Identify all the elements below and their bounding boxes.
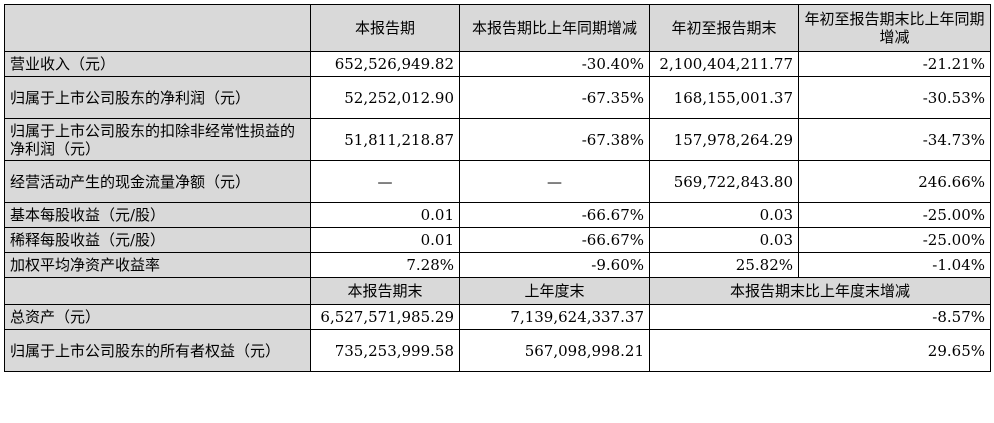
table-cell: 25.82% [649, 252, 799, 278]
table-cell: 6,527,571,985.29 [310, 304, 460, 330]
row-label: 基本每股收益（元/股） [4, 202, 311, 228]
table-cell: 567,098,998.21 [459, 329, 650, 372]
table-cell: 2,100,404,211.77 [649, 51, 799, 77]
table-cell: -25.00% [798, 227, 991, 253]
table-cell: 246.66% [798, 160, 991, 203]
table-cell: 7.28% [310, 252, 460, 278]
table-cell: -1.04% [798, 252, 991, 278]
table-cell: 0.03 [649, 227, 799, 253]
table-cell: — [310, 160, 460, 203]
header-cell-ytd: 年初至报告期末 [649, 4, 799, 52]
row-label: 归属于上市公司股东的净利润（元） [4, 76, 311, 119]
table-row: 归属于上市公司股东的扣除非经常性损益的净利润（元） 51,811,218.87 … [4, 118, 991, 161]
table-cell: 157,978,264.29 [649, 118, 799, 161]
row-label: 经营活动产生的现金流量净额（元） [4, 160, 311, 203]
row-label: 总资产（元） [4, 304, 311, 330]
header-cell-blank [4, 4, 311, 52]
header-cell-prior-year-end: 上年度末 [459, 277, 650, 305]
table-row: 营业收入（元） 652,526,949.82 -30.40% 2,100,404… [4, 51, 991, 77]
row-label: 加权平均净资产收益率 [4, 252, 311, 278]
table-row: 归属于上市公司股东的净利润（元） 52,252,012.90 -67.35% 1… [4, 76, 991, 119]
table-row: 加权平均净资产收益率 7.28% -9.60% 25.82% -1.04% [4, 252, 991, 278]
header-cell-ytd-yoy-change: 年初至报告期末比上年同期增减 [798, 4, 991, 52]
table-cell: -8.57% [649, 304, 991, 330]
header-cell-current-period: 本报告期 [310, 4, 460, 52]
row-label: 归属于上市公司股东的扣除非经常性损益的净利润（元） [4, 118, 311, 161]
header-cell-period-end: 本报告期末 [310, 277, 460, 305]
table-cell: 52,252,012.90 [310, 76, 460, 119]
table-cell: 0.03 [649, 202, 799, 228]
row-label: 营业收入（元） [4, 51, 311, 77]
table-cell: -21.21% [798, 51, 991, 77]
table-cell: 735,253,999.58 [310, 329, 460, 372]
table-cell: 7,139,624,337.37 [459, 304, 650, 330]
table-cell: -9.60% [459, 252, 650, 278]
table-cell: 168,155,001.37 [649, 76, 799, 119]
table-row: 归属于上市公司股东的所有者权益（元） 735,253,999.58 567,09… [4, 329, 991, 372]
table-cell: 652,526,949.82 [310, 51, 460, 77]
table-cell: 569,722,843.80 [649, 160, 799, 203]
table-cell: 0.01 [310, 227, 460, 253]
table-row: 稀释每股收益（元/股） 0.01 -66.67% 0.03 -25.00% [4, 227, 991, 253]
header-cell-change-vs-prior-year-end: 本报告期末比上年度末增减 [649, 277, 991, 305]
table-cell: -66.67% [459, 227, 650, 253]
table-cell: -67.35% [459, 76, 650, 119]
table-cell: — [459, 160, 650, 203]
table-cell: -34.73% [798, 118, 991, 161]
table-row: 总资产（元） 6,527,571,985.29 7,139,624,337.37… [4, 304, 991, 330]
table-header-row: 本报告期 本报告期比上年同期增减 年初至报告期末 年初至报告期末比上年同期增减 [4, 4, 991, 52]
row-label: 稀释每股收益（元/股） [4, 227, 311, 253]
header-cell-blank [4, 277, 311, 305]
financial-data-table: 本报告期 本报告期比上年同期增减 年初至报告期末 年初至报告期末比上年同期增减 … [4, 4, 991, 372]
table-cell: -30.53% [798, 76, 991, 119]
table-row: 基本每股收益（元/股） 0.01 -66.67% 0.03 -25.00% [4, 202, 991, 228]
table-cell: -25.00% [798, 202, 991, 228]
table-cell: -67.38% [459, 118, 650, 161]
row-label: 归属于上市公司股东的所有者权益（元） [4, 329, 311, 372]
header-cell-period-yoy-change: 本报告期比上年同期增减 [459, 4, 650, 52]
table-cell: -30.40% [459, 51, 650, 77]
table-cell: -66.67% [459, 202, 650, 228]
table-cell: 29.65% [649, 329, 991, 372]
table-cell: 51,811,218.87 [310, 118, 460, 161]
table-row: 经营活动产生的现金流量净额（元） — — 569,722,843.80 246.… [4, 160, 991, 203]
table-header-row-balance: 本报告期末 上年度末 本报告期末比上年度末增减 [4, 277, 991, 305]
table-cell: 0.01 [310, 202, 460, 228]
